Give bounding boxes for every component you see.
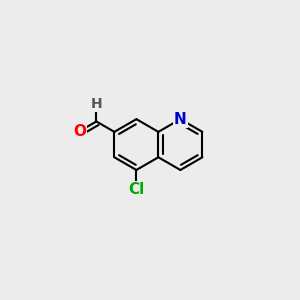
Text: Cl: Cl [128,182,145,197]
Text: O: O [73,124,86,139]
Text: N: N [174,112,187,127]
Text: H: H [91,97,102,111]
